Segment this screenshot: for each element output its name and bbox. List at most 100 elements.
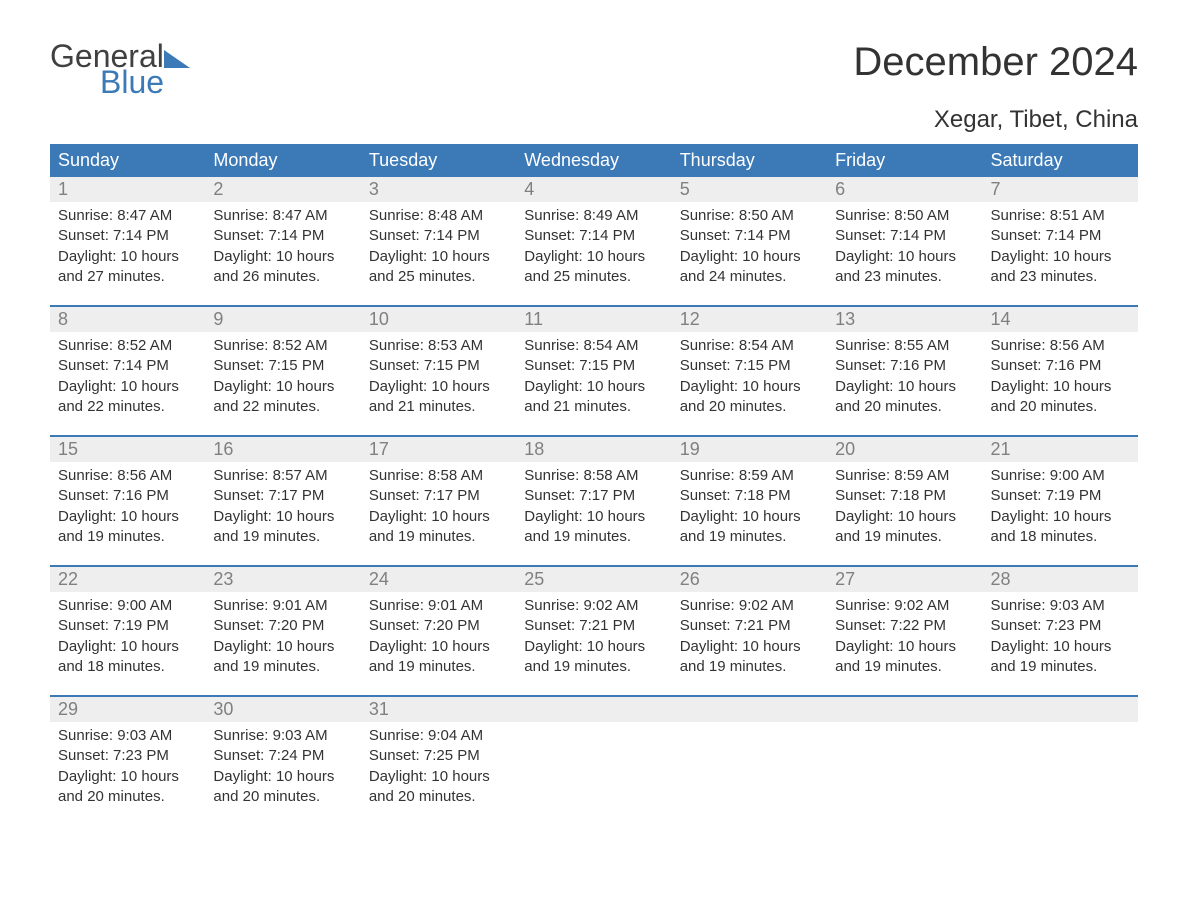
daylight-text-2: and 21 minutes. xyxy=(524,397,663,417)
sunrise-text: Sunrise: 8:55 AM xyxy=(835,336,974,356)
sunset-text: Sunset: 7:14 PM xyxy=(680,226,819,246)
sunset-text: Sunset: 7:20 PM xyxy=(369,616,508,636)
sunset-text: Sunset: 7:15 PM xyxy=(524,356,663,376)
day-cell: Sunrise: 9:03 AMSunset: 7:24 PMDaylight:… xyxy=(205,722,360,807)
daylight-text-1: Daylight: 10 hours xyxy=(680,637,819,657)
day-cell: Sunrise: 9:00 AMSunset: 7:19 PMDaylight:… xyxy=(50,592,205,677)
sunset-text: Sunset: 7:14 PM xyxy=(58,356,197,376)
day-cell: Sunrise: 8:58 AMSunset: 7:17 PMDaylight:… xyxy=(361,462,516,547)
daylight-text-2: and 27 minutes. xyxy=(58,267,197,287)
day-cell xyxy=(672,722,827,807)
sunset-text: Sunset: 7:18 PM xyxy=(835,486,974,506)
daynum-row: 22232425262728 xyxy=(50,567,1138,592)
day-cell: Sunrise: 8:47 AMSunset: 7:14 PMDaylight:… xyxy=(205,202,360,287)
sunrise-text: Sunrise: 8:54 AM xyxy=(680,336,819,356)
weekday-header: Sunday xyxy=(50,144,205,177)
day-number: 20 xyxy=(827,437,982,462)
daylight-text-2: and 22 minutes. xyxy=(58,397,197,417)
daylight-text-2: and 20 minutes. xyxy=(835,397,974,417)
daylight-text-2: and 26 minutes. xyxy=(213,267,352,287)
day-cell xyxy=(983,722,1138,807)
sunrise-text: Sunrise: 8:54 AM xyxy=(524,336,663,356)
day-number: 12 xyxy=(672,307,827,332)
daylight-text-1: Daylight: 10 hours xyxy=(991,247,1130,267)
day-cell: Sunrise: 9:04 AMSunset: 7:25 PMDaylight:… xyxy=(361,722,516,807)
day-number: 2 xyxy=(205,177,360,202)
weekday-header-row: SundayMondayTuesdayWednesdayThursdayFrid… xyxy=(50,144,1138,177)
daylight-text-1: Daylight: 10 hours xyxy=(369,507,508,527)
day-number: 25 xyxy=(516,567,671,592)
sunset-text: Sunset: 7:16 PM xyxy=(58,486,197,506)
daylight-text-1: Daylight: 10 hours xyxy=(213,767,352,787)
daylight-text-1: Daylight: 10 hours xyxy=(58,767,197,787)
sunset-text: Sunset: 7:15 PM xyxy=(369,356,508,376)
daylight-text-2: and 19 minutes. xyxy=(680,657,819,677)
day-cell: Sunrise: 8:54 AMSunset: 7:15 PMDaylight:… xyxy=(672,332,827,417)
calendar-week: 15161718192021Sunrise: 8:56 AMSunset: 7:… xyxy=(50,435,1138,565)
day-cell: Sunrise: 9:03 AMSunset: 7:23 PMDaylight:… xyxy=(983,592,1138,677)
daylight-text-2: and 21 minutes. xyxy=(369,397,508,417)
daylight-text-1: Daylight: 10 hours xyxy=(58,507,197,527)
weekday-header: Tuesday xyxy=(361,144,516,177)
sunrise-text: Sunrise: 8:59 AM xyxy=(680,466,819,486)
day-number: 24 xyxy=(361,567,516,592)
sunset-text: Sunset: 7:16 PM xyxy=(991,356,1130,376)
sunset-text: Sunset: 7:15 PM xyxy=(213,356,352,376)
sunrise-text: Sunrise: 9:02 AM xyxy=(524,596,663,616)
day-number: 5 xyxy=(672,177,827,202)
daylight-text-1: Daylight: 10 hours xyxy=(835,247,974,267)
day-cell: Sunrise: 8:57 AMSunset: 7:17 PMDaylight:… xyxy=(205,462,360,547)
page-title: December 2024 xyxy=(853,40,1138,85)
daynum-row: 1234567 xyxy=(50,177,1138,202)
daylight-text-1: Daylight: 10 hours xyxy=(524,637,663,657)
day-content-row: Sunrise: 9:00 AMSunset: 7:19 PMDaylight:… xyxy=(50,592,1138,695)
day-cell: Sunrise: 9:03 AMSunset: 7:23 PMDaylight:… xyxy=(50,722,205,807)
sunset-text: Sunset: 7:14 PM xyxy=(213,226,352,246)
daylight-text-2: and 20 minutes. xyxy=(369,787,508,807)
daylight-text-1: Daylight: 10 hours xyxy=(680,377,819,397)
sunrise-text: Sunrise: 8:51 AM xyxy=(991,206,1130,226)
daylight-text-2: and 24 minutes. xyxy=(680,267,819,287)
sunrise-text: Sunrise: 8:52 AM xyxy=(58,336,197,356)
sunset-text: Sunset: 7:25 PM xyxy=(369,746,508,766)
sunrise-text: Sunrise: 8:50 AM xyxy=(680,206,819,226)
day-number: 16 xyxy=(205,437,360,462)
day-number xyxy=(983,697,1138,722)
sunrise-text: Sunrise: 9:01 AM xyxy=(213,596,352,616)
sunset-text: Sunset: 7:16 PM xyxy=(835,356,974,376)
day-number: 22 xyxy=(50,567,205,592)
day-number: 6 xyxy=(827,177,982,202)
day-number: 15 xyxy=(50,437,205,462)
daylight-text-2: and 20 minutes. xyxy=(680,397,819,417)
daynum-row: 293031 xyxy=(50,697,1138,722)
daylight-text-1: Daylight: 10 hours xyxy=(991,507,1130,527)
daylight-text-1: Daylight: 10 hours xyxy=(213,637,352,657)
sunrise-text: Sunrise: 8:57 AM xyxy=(213,466,352,486)
daylight-text-2: and 18 minutes. xyxy=(58,657,197,677)
day-cell: Sunrise: 8:55 AMSunset: 7:16 PMDaylight:… xyxy=(827,332,982,417)
day-cell: Sunrise: 8:48 AMSunset: 7:14 PMDaylight:… xyxy=(361,202,516,287)
daylight-text-1: Daylight: 10 hours xyxy=(369,637,508,657)
weekday-header: Monday xyxy=(205,144,360,177)
daylight-text-2: and 25 minutes. xyxy=(524,267,663,287)
daylight-text-2: and 19 minutes. xyxy=(524,527,663,547)
daylight-text-1: Daylight: 10 hours xyxy=(58,247,197,267)
sunrise-text: Sunrise: 8:58 AM xyxy=(369,466,508,486)
sunset-text: Sunset: 7:18 PM xyxy=(680,486,819,506)
sunrise-text: Sunrise: 9:04 AM xyxy=(369,726,508,746)
day-number: 31 xyxy=(361,697,516,722)
daylight-text-2: and 19 minutes. xyxy=(213,657,352,677)
day-number: 27 xyxy=(827,567,982,592)
daylight-text-1: Daylight: 10 hours xyxy=(58,377,197,397)
day-cell: Sunrise: 8:59 AMSunset: 7:18 PMDaylight:… xyxy=(672,462,827,547)
daylight-text-1: Daylight: 10 hours xyxy=(369,377,508,397)
day-content-row: Sunrise: 8:52 AMSunset: 7:14 PMDaylight:… xyxy=(50,332,1138,435)
daylight-text-2: and 19 minutes. xyxy=(991,657,1130,677)
day-number: 1 xyxy=(50,177,205,202)
sunrise-text: Sunrise: 9:02 AM xyxy=(835,596,974,616)
sunset-text: Sunset: 7:23 PM xyxy=(991,616,1130,636)
daylight-text-2: and 25 minutes. xyxy=(369,267,508,287)
daylight-text-2: and 19 minutes. xyxy=(369,657,508,677)
daylight-text-1: Daylight: 10 hours xyxy=(524,247,663,267)
day-cell: Sunrise: 8:58 AMSunset: 7:17 PMDaylight:… xyxy=(516,462,671,547)
